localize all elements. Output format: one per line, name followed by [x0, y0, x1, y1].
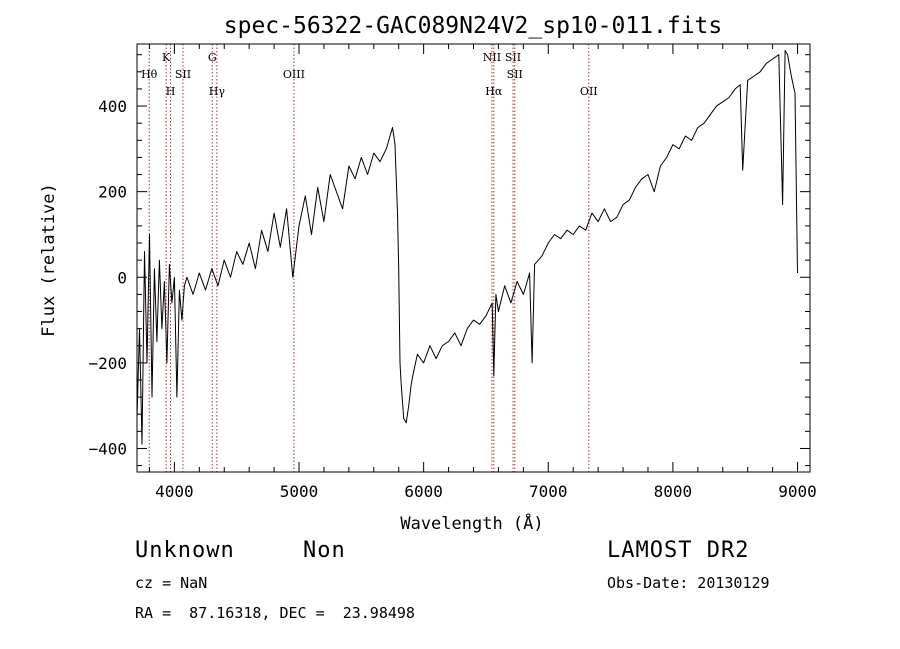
line-marker-label: G [208, 51, 217, 64]
plot-frame [136, 43, 811, 473]
x-tick-label: 7000 [529, 482, 568, 501]
redshift-cz: cz = NaN [135, 574, 208, 592]
y-tick-label: 400 [98, 97, 127, 116]
plot-axes [136, 43, 811, 473]
y-tick-label: −200 [88, 354, 127, 373]
y-tick-label: 200 [98, 183, 127, 202]
x-axis-label: Wavelength (Å) [400, 512, 543, 534]
y-axis-ticks: −400 −200 0 200 400 [88, 54, 810, 467]
line-marker-label: SII [507, 68, 523, 81]
line-marker-label: Hθ [141, 68, 158, 81]
line-marker-label: Hγ [209, 85, 226, 98]
line-marker-label: OII [580, 85, 598, 98]
x-tick-label: 9000 [778, 482, 817, 501]
line-marker-label: NII [483, 51, 501, 64]
x-tick-label: 5000 [280, 482, 319, 501]
x-tick-label: 6000 [404, 482, 443, 501]
line-marker-label: Hα [485, 85, 503, 98]
y-tick-label: −400 [88, 439, 127, 458]
line-marker-label: SII [175, 68, 191, 81]
x-tick-label: 4000 [155, 482, 194, 501]
object-subclass: Non [303, 538, 346, 563]
line-marker-label: SII [505, 51, 521, 64]
y-axis-label: Flux (relative) [39, 183, 59, 337]
ra-dec-coordinates: RA = 87.16318, DEC = 23.98498 [135, 604, 415, 622]
survey-name: LAMOST DR2 [607, 538, 750, 563]
line-marker-label: H [166, 85, 176, 98]
object-class: Unknown [135, 538, 235, 563]
x-tick-label: 8000 [654, 482, 693, 501]
x-axis-ticks: 4000 5000 6000 7000 8000 9000 [148, 44, 817, 501]
spectrum-line [136, 49, 798, 445]
emission-line-markers: Hθ K H SII G Hγ OIII NII Hα SII SII OII [141, 44, 598, 472]
chart-title: spec-56322-GAC089N24V2_sp10-011.fits [224, 13, 723, 39]
line-marker-label: K [162, 51, 171, 64]
y-tick-label: 0 [117, 268, 127, 287]
obs-date: Obs-Date: 20130129 [607, 574, 770, 592]
line-marker-label: OIII [283, 68, 305, 81]
